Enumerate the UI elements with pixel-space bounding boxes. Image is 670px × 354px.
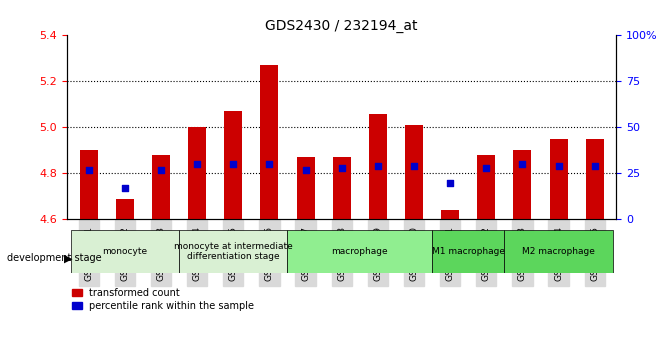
Point [336, 165, 347, 171]
Bar [405, 125, 423, 219]
Point [590, 163, 600, 169]
Point [445, 180, 456, 185]
Text: monocyte: monocyte [103, 247, 147, 256]
Text: M2 macrophage: M2 macrophage [522, 247, 595, 256]
Bar [224, 111, 243, 219]
Text: M1 macrophage: M1 macrophage [431, 247, 505, 256]
FancyBboxPatch shape [179, 230, 287, 273]
Text: monocyte at intermediate
differentiation stage: monocyte at intermediate differentiation… [174, 242, 293, 261]
Bar [369, 114, 387, 219]
Point [300, 167, 311, 173]
Title: GDS2430 / 232194_at: GDS2430 / 232194_at [265, 19, 418, 33]
Bar [333, 157, 350, 219]
Point [409, 163, 419, 169]
Text: macrophage: macrophage [332, 247, 388, 256]
Point [481, 165, 492, 171]
Point [228, 161, 239, 167]
Bar [441, 210, 459, 219]
Point [155, 167, 166, 173]
Point [192, 161, 202, 167]
Bar [188, 127, 206, 219]
Bar [477, 155, 495, 219]
Text: development stage: development stage [7, 253, 101, 263]
Bar [297, 157, 315, 219]
Bar [549, 139, 567, 219]
FancyBboxPatch shape [70, 230, 179, 273]
Bar [80, 150, 98, 219]
Bar [586, 139, 604, 219]
Point [119, 185, 130, 191]
Point [553, 163, 564, 169]
FancyBboxPatch shape [505, 230, 613, 273]
FancyBboxPatch shape [432, 230, 505, 273]
Point [517, 161, 528, 167]
Bar [116, 199, 134, 219]
Point [264, 161, 275, 167]
Point [83, 167, 94, 173]
Bar [261, 65, 279, 219]
Bar [513, 150, 531, 219]
FancyBboxPatch shape [287, 230, 432, 273]
Legend: transformed count, percentile rank within the sample: transformed count, percentile rank withi… [72, 288, 255, 311]
Bar [152, 155, 170, 219]
Text: ▶: ▶ [64, 253, 72, 263]
Point [373, 163, 383, 169]
